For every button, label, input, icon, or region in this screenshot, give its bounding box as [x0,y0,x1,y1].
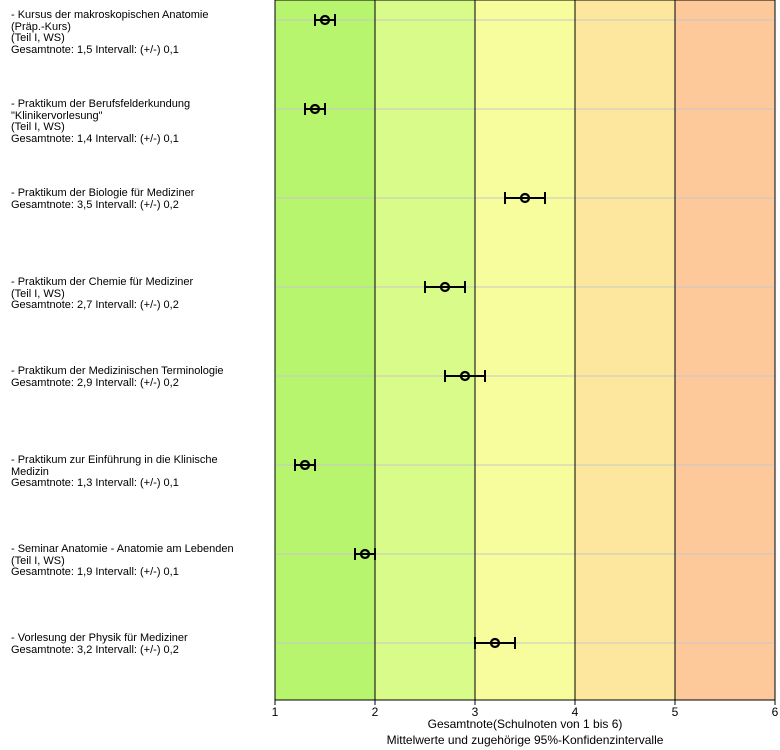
x-tick-label-1: 1 [272,705,279,719]
chart-subtitle: Mittelwerte und zugehörige 95%-Konfidenz… [386,733,664,747]
background-band-5 [675,0,775,700]
mean-point-7 [359,548,371,560]
x-tick-label-5: 5 [672,705,679,719]
row-label-4: - Praktikum der Chemie für Mediziner (Te… [11,276,194,311]
background-band-2 [375,0,475,700]
x-axis-title: Gesamtnote(Schulnoten von 1 bis 6) [427,717,623,731]
row-label-3: - Praktikum der Biologie für Mediziner G… [11,187,195,211]
background-band-1 [275,0,375,700]
row-label-2: - Praktikum der Berufsfelderkundung "Kli… [11,98,191,145]
mean-point-4 [439,281,451,293]
mean-point-8 [489,637,501,649]
mean-point-1 [319,14,331,26]
row-label-6: - Praktikum zur Einführung in die Klinis… [11,454,218,489]
row-label-7: - Seminar Anatomie - Anatomie am Lebende… [11,543,234,578]
x-tick-label-2: 2 [372,705,379,719]
x-tick-label-6: 6 [772,705,779,719]
mean-point-2 [309,103,321,115]
mean-point-5 [459,370,471,382]
row-label-8: - Vorlesung der Physik für Mediziner Ges… [11,632,188,656]
background-band-4 [575,0,675,700]
mean-point-6 [299,459,311,471]
x-tick-label-3: 3 [472,705,479,719]
plot-border [274,0,776,701]
row-label-5: - Praktikum der Medizinischen Terminolog… [11,365,224,389]
row-label-1: - Kursus der makroskopischen Anatomie (P… [11,9,209,56]
x-tick-label-4: 4 [572,705,579,719]
background-band-3 [475,0,575,700]
mean-point-3 [519,192,531,204]
